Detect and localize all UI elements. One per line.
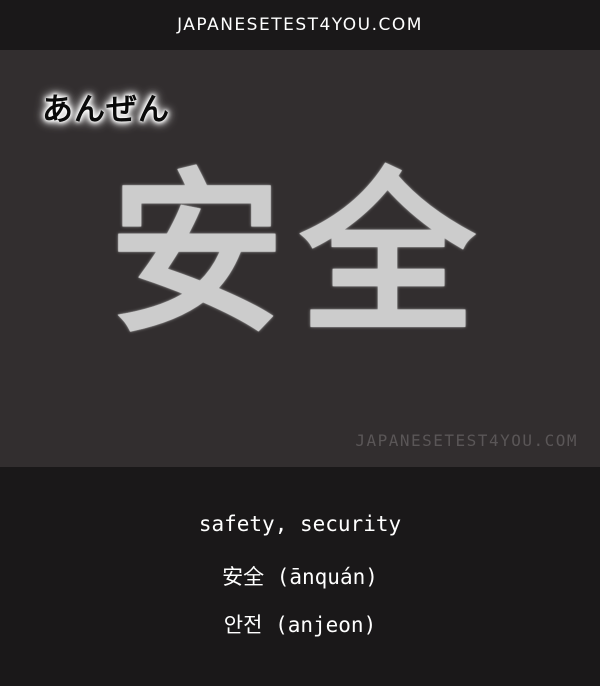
site-header: JAPANESETEST4YOU.COM: [0, 0, 600, 50]
meanings-panel: safety, security 安全 (ānquán) 안전 (anjeon): [0, 467, 600, 686]
chinese-translation: 安全 (ānquán): [222, 565, 378, 589]
chalkboard-panel: あんぜん 安全 JAPANESETEST4YOU.COM: [0, 50, 600, 467]
kanji-word: 安全: [109, 154, 491, 357]
watermark: JAPANESETEST4YOU.COM: [355, 431, 578, 450]
english-meaning: safety, security: [198, 512, 402, 536]
hiragana-reading: あんぜん: [42, 92, 170, 128]
site-title: JAPANESETEST4YOU.COM: [177, 15, 423, 35]
korean-translation: 안전 (anjeon): [223, 613, 377, 637]
